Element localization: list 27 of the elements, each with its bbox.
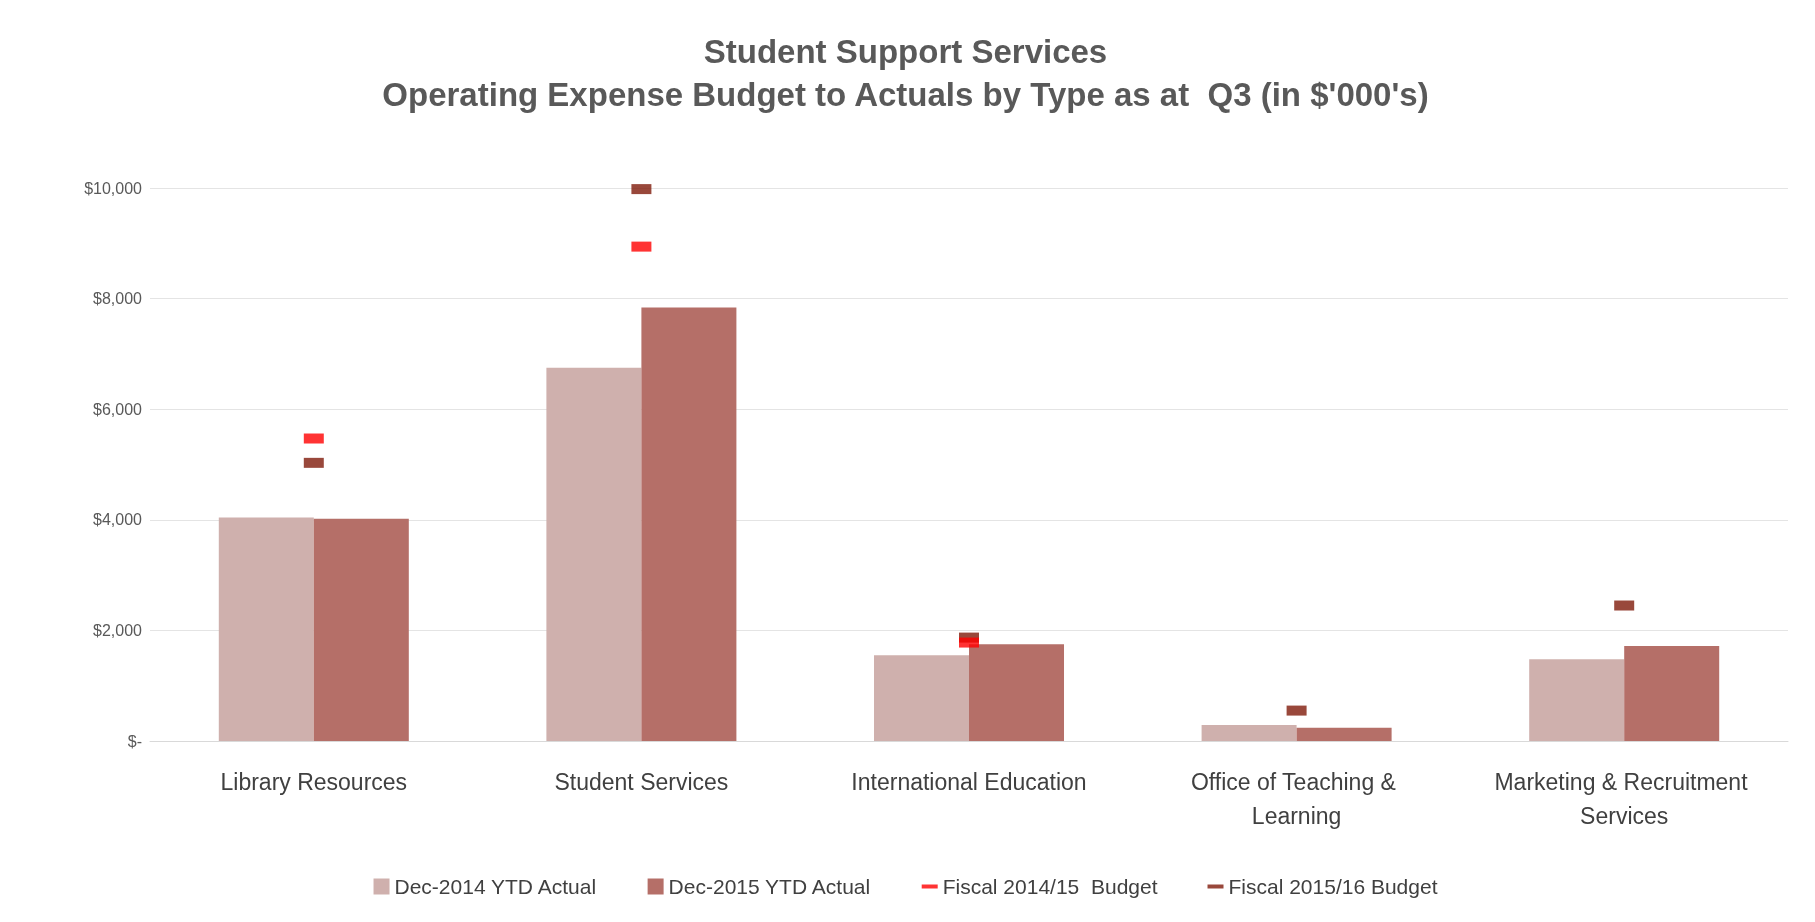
bar [641, 307, 737, 741]
y-tick-label: $10,000 [84, 179, 143, 197]
y-tick-label: $4,000 [93, 511, 143, 529]
x-tick-label: International Education [851, 769, 1087, 795]
y-tick-label: $- [127, 732, 142, 750]
bar [1529, 659, 1625, 741]
y-tick-label: $8,000 [93, 290, 143, 308]
chart-subtitle: Operating Expense Budget to Actuals by Type as at Q3 (in $'000's) [382, 76, 1429, 113]
bar [218, 517, 314, 741]
legend-label: Fiscal 2015/16 Budget [1228, 875, 1438, 898]
y-tick-label: $6,000 [93, 400, 143, 418]
chart-title: Student Support Services [703, 33, 1108, 70]
bar [546, 367, 642, 741]
x-tick-label: Library Resources [220, 769, 408, 795]
legend-label: Dec-2014 YTD Actual [394, 875, 597, 898]
x-tick-label: Office of Teaching & Learning [1190, 769, 1403, 829]
bar [1201, 724, 1297, 741]
x-tick-label: Student Services [554, 769, 729, 795]
bar [874, 655, 969, 741]
bar [1624, 645, 1720, 741]
x-tick-label: Marketing & Recruitment Services [1494, 769, 1754, 829]
bar [313, 518, 409, 741]
bar [1296, 727, 1392, 741]
y-tick-label: $2,000 [93, 621, 143, 639]
legend-label: Fiscal 2014/15 Budget [942, 875, 1158, 898]
legend-label: Dec-2015 YTD Actual [668, 875, 871, 898]
bar [969, 644, 1064, 741]
